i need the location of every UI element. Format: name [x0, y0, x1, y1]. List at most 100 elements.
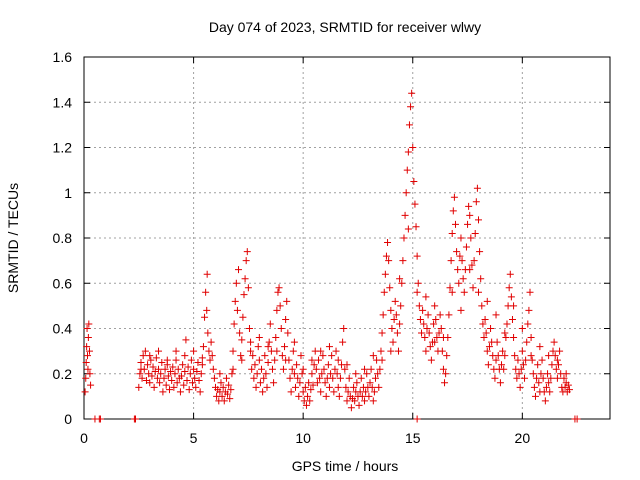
data-point	[96, 415, 104, 423]
data-point	[334, 383, 342, 391]
data-point	[396, 275, 404, 283]
data-point	[155, 347, 163, 355]
data-point	[416, 315, 424, 323]
data-point	[544, 370, 552, 378]
data-point	[319, 352, 327, 360]
data-point	[401, 211, 409, 219]
data-point	[361, 365, 369, 373]
data-point	[477, 275, 485, 283]
data-point	[400, 234, 408, 242]
data-point	[273, 306, 281, 314]
data-point	[210, 374, 218, 382]
data-point	[521, 374, 529, 382]
data-point	[185, 386, 193, 394]
data-point	[518, 347, 526, 355]
data-point	[445, 311, 453, 319]
data-point	[508, 315, 516, 323]
data-point	[183, 377, 191, 385]
data-point	[182, 336, 190, 344]
data-point	[528, 356, 536, 364]
data-point	[233, 306, 241, 314]
data-point	[256, 379, 264, 387]
data-point	[296, 379, 304, 387]
data-point	[231, 297, 239, 305]
data-point	[387, 306, 395, 314]
data-point	[192, 383, 200, 391]
data-point	[421, 334, 429, 342]
data-point	[494, 352, 502, 360]
y-tick-label: 0.6	[53, 275, 73, 291]
data-point	[198, 361, 206, 369]
y-tick-label: 1	[64, 185, 72, 201]
data-point	[448, 229, 456, 237]
data-point	[385, 257, 393, 265]
data-point	[484, 361, 492, 369]
data-point	[258, 365, 266, 373]
data-point	[238, 336, 246, 344]
data-point	[382, 252, 390, 260]
data-point	[263, 383, 271, 391]
data-point	[136, 370, 144, 378]
data-point	[438, 347, 446, 355]
x-tick-label: 5	[190, 430, 198, 446]
data-point	[464, 220, 472, 228]
data-point	[146, 379, 154, 387]
data-point	[85, 347, 93, 355]
data-point	[492, 356, 500, 364]
y-axis-label: SRMTID / TECUs	[5, 183, 21, 293]
data-point	[370, 388, 378, 396]
data-point	[562, 370, 570, 378]
data-point	[431, 302, 439, 310]
data-point	[203, 306, 211, 314]
data-point	[147, 356, 155, 364]
data-point	[355, 401, 363, 409]
data-point	[404, 148, 412, 156]
data-point	[403, 166, 411, 174]
data-point	[408, 89, 416, 97]
data-point	[451, 220, 459, 228]
data-point	[288, 365, 296, 373]
data-point	[378, 329, 386, 337]
data-point	[216, 370, 224, 378]
data-point	[510, 302, 518, 310]
data-point	[304, 392, 312, 400]
data-point	[542, 383, 550, 391]
data-point	[432, 315, 440, 323]
data-point	[527, 352, 535, 360]
data-point	[457, 306, 465, 314]
data-point	[413, 288, 421, 296]
data-point	[530, 383, 538, 391]
data-point	[155, 365, 163, 373]
data-point	[510, 334, 518, 342]
grid-layer	[84, 57, 610, 419]
data-point	[499, 347, 507, 355]
data-points	[81, 89, 581, 423]
data-point	[466, 266, 474, 274]
data-point	[533, 374, 541, 382]
data-point	[502, 334, 510, 342]
data-point	[333, 370, 341, 378]
data-point	[197, 370, 205, 378]
data-point	[279, 365, 287, 373]
data-point	[315, 356, 323, 364]
data-point	[148, 372, 156, 380]
data-point	[184, 363, 192, 371]
data-point	[470, 257, 478, 265]
data-point	[242, 257, 250, 265]
data-point	[404, 225, 412, 233]
data-point	[478, 302, 486, 310]
data-point	[159, 388, 167, 396]
data-point	[366, 379, 374, 387]
data-point	[146, 352, 154, 360]
data-point	[275, 284, 283, 292]
data-point	[199, 343, 207, 351]
data-point	[157, 370, 165, 378]
data-point	[169, 363, 177, 371]
y-tick-label: 1.4	[53, 94, 73, 110]
data-point	[81, 388, 89, 396]
data-point	[475, 288, 482, 296]
data-point	[471, 229, 479, 237]
data-point	[132, 415, 140, 423]
data-point	[308, 370, 316, 378]
data-point	[219, 383, 227, 391]
